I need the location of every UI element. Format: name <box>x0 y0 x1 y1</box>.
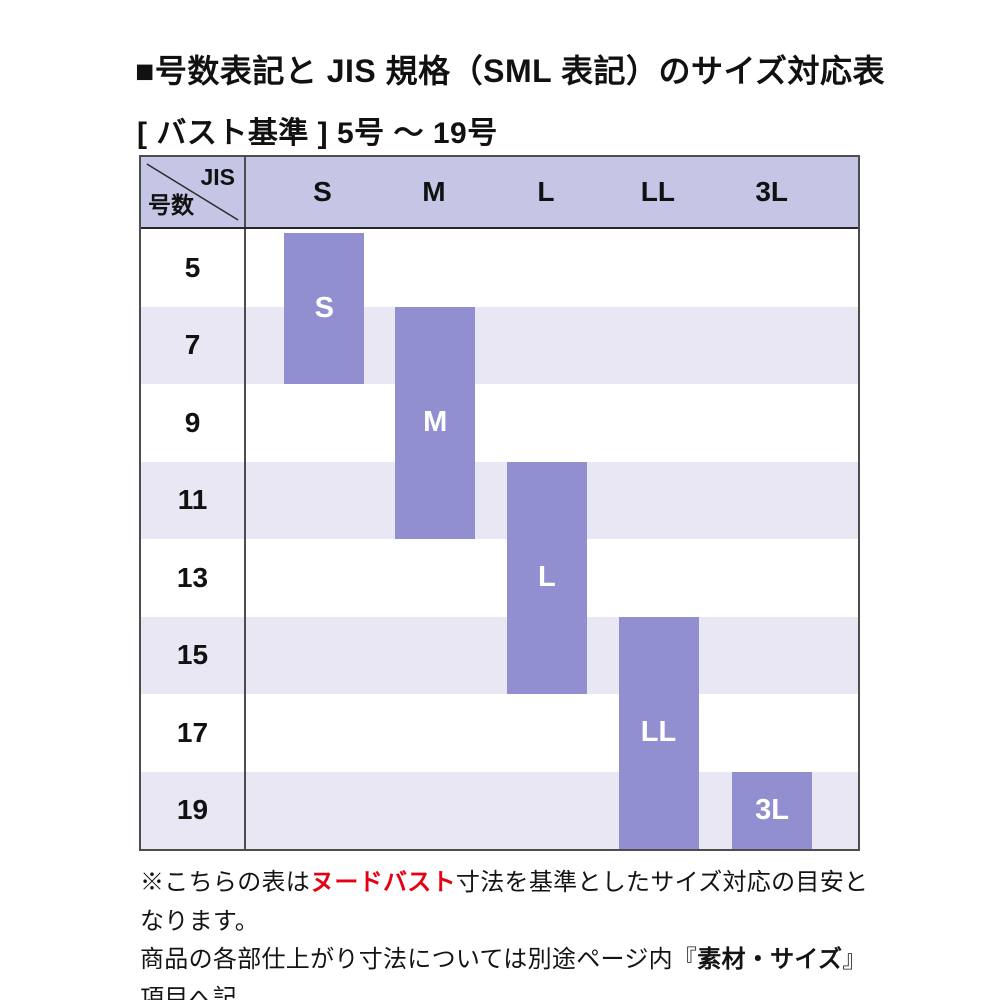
row-label-15: 15 <box>141 616 246 694</box>
footnote-line-2: 商品の各部仕上がり寸法については別途ページ内『素材・サイズ』項目へ記 <box>140 946 867 1000</box>
diagonal-divider-line <box>146 163 239 221</box>
row-label-11: 11 <box>141 461 246 539</box>
material-size-emphasis: 素材・サイズ <box>697 946 843 973</box>
size-bar-3l-label: 3L <box>755 793 789 826</box>
table-header-row: JIS 号数 S M L LL 3L <box>141 157 858 229</box>
row-label-19: 19 <box>141 771 246 849</box>
table-row-7: 7 <box>141 306 858 384</box>
row-label-13: 13 <box>141 539 246 617</box>
size-bar-ll: LL <box>618 616 699 849</box>
size-bar-l: L <box>506 461 587 694</box>
size-bar-m: M <box>395 306 476 539</box>
page-title: ■号数表記と JIS 規格（SML 表記）のサイズ対応表 <box>135 53 886 89</box>
corner-cell: JIS 号数 <box>141 157 246 227</box>
footnote-line-1: ※こちらの表はヌードバスト寸法を基準としたサイズ対応の目安となります。 <box>140 869 869 935</box>
footnote: ※こちらの表はヌードバスト寸法を基準としたサイズ対応の目安となります。 商品の各… <box>140 864 885 1000</box>
size-correspondence-table: JIS 号数 S M L LL 3L 5 7 9 11 13 15 17 19 … <box>139 155 860 851</box>
bust-range-subtitle: [ バスト基準 ] 5号 〜 19号 <box>137 117 498 150</box>
table-row-9: 9 <box>141 384 858 462</box>
size-bar-s-label: S <box>314 292 334 324</box>
table-row-13: 13 <box>141 539 858 617</box>
row-label-9: 9 <box>141 384 246 462</box>
table-row-5: 5 <box>141 229 858 307</box>
column-header-m: M <box>422 176 446 207</box>
table-body: 5 7 9 11 13 15 17 19 S M L LL 3L <box>141 229 858 849</box>
row-label-7: 7 <box>141 306 246 384</box>
size-bar-3l: 3L <box>731 771 812 849</box>
column-header-ll: LL <box>640 176 675 207</box>
corner-jis-label: JIS <box>200 164 235 190</box>
column-header-3l: 3L <box>755 176 789 207</box>
column-header-s: S <box>313 176 332 207</box>
size-range-bars: S M L LL 3L <box>248 229 858 849</box>
table-row-17: 17 <box>141 694 858 772</box>
size-bar-s: S <box>284 233 365 384</box>
corner-gosu-label: 号数 <box>148 192 194 218</box>
size-bar-l-label: L <box>538 561 556 594</box>
table-row-15: 15 <box>141 616 858 694</box>
column-header-l: L <box>537 176 555 207</box>
row-label-5: 5 <box>141 229 246 307</box>
row-label-17: 17 <box>141 694 246 772</box>
size-bar-m-label: M <box>423 406 448 439</box>
size-bar-ll-label: LL <box>640 716 677 749</box>
nude-bust-highlight: ヌードバスト <box>310 869 456 896</box>
jis-size-column-headers: S M L LL 3L <box>246 157 858 227</box>
table-row-11: 11 <box>141 461 858 539</box>
